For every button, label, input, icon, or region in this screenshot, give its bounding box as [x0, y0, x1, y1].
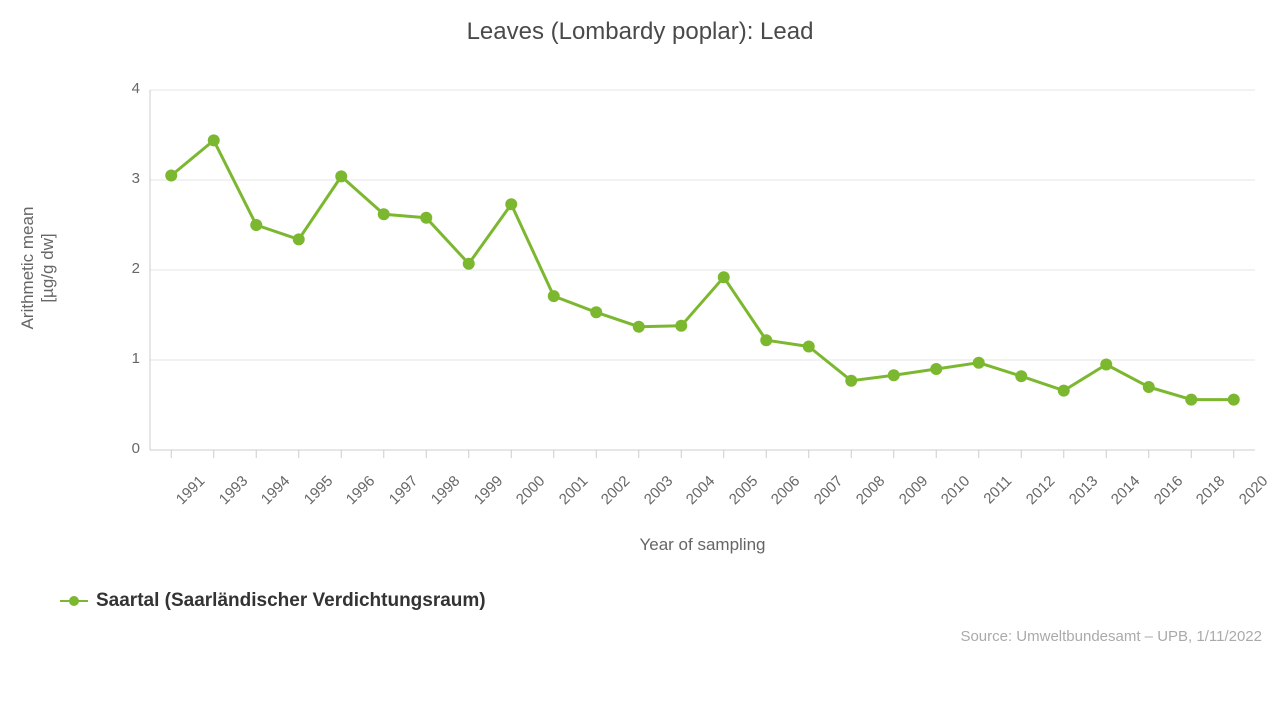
data-point[interactable]: [845, 375, 857, 387]
x-tick-label: 2009: [896, 472, 932, 508]
data-point[interactable]: [590, 306, 602, 318]
y-axis-label-line2: [µg/g dw]: [38, 233, 57, 302]
legend: Saartal (Saarländischer Verdichtungsraum…: [60, 590, 486, 612]
y-tick-label: 3: [100, 170, 140, 187]
data-point[interactable]: [760, 334, 772, 346]
data-point[interactable]: [803, 341, 815, 353]
y-tick-label: 4: [100, 80, 140, 97]
x-tick-label: 1994: [258, 472, 294, 508]
data-point[interactable]: [1228, 394, 1240, 406]
chart-container: Leaves (Lombardy poplar): Lead Arithmeti…: [0, 0, 1280, 720]
plot-svg: [150, 90, 1255, 450]
x-tick-label: 1993: [216, 472, 252, 508]
data-point[interactable]: [1185, 394, 1197, 406]
source-text: Source: Umweltbundesamt – UPB, 1/11/2022: [960, 628, 1262, 645]
x-tick-label: 2018: [1193, 472, 1229, 508]
data-point[interactable]: [973, 357, 985, 369]
y-tick-label: 1: [100, 350, 140, 367]
x-tick-label: 2012: [1023, 472, 1059, 508]
legend-label: Saartal (Saarländischer Verdichtungsraum…: [96, 590, 486, 612]
x-tick-label: 2020: [1236, 472, 1272, 508]
x-tick-label: 2003: [641, 472, 677, 508]
data-point[interactable]: [1058, 385, 1070, 397]
x-tick-label: 2000: [513, 472, 549, 508]
data-point[interactable]: [675, 320, 687, 332]
y-axis-label: Arithmetic mean [µg/g dw]: [18, 88, 58, 448]
data-point[interactable]: [1015, 370, 1027, 382]
x-tick-label: 2013: [1066, 472, 1102, 508]
data-point[interactable]: [548, 290, 560, 302]
x-tick-label: 2002: [598, 472, 634, 508]
data-point[interactable]: [930, 363, 942, 375]
x-tick-label: 2008: [853, 472, 889, 508]
data-point[interactable]: [505, 198, 517, 210]
x-tick-label: 1991: [173, 472, 209, 508]
y-axis-label-line1: Arithmetic mean: [18, 207, 37, 330]
plot-area: [150, 90, 1255, 450]
data-point[interactable]: [250, 219, 262, 231]
data-point[interactable]: [335, 170, 347, 182]
x-tick-label: 2004: [683, 472, 719, 508]
x-tick-label: 1999: [471, 472, 507, 508]
x-tick-label: 2010: [938, 472, 974, 508]
x-tick-label: 2016: [1151, 472, 1187, 508]
x-tick-label: 2014: [1108, 472, 1144, 508]
data-point[interactable]: [888, 369, 900, 381]
data-point[interactable]: [420, 212, 432, 224]
chart-title: Leaves (Lombardy poplar): Lead: [0, 18, 1280, 46]
data-point[interactable]: [378, 208, 390, 220]
legend-line-sample: [60, 600, 88, 602]
y-tick-label: 0: [100, 440, 140, 457]
x-tick-label: 2007: [811, 472, 847, 508]
data-point[interactable]: [633, 321, 645, 333]
x-tick-label: 2006: [768, 472, 804, 508]
x-tick-label: 2001: [556, 472, 592, 508]
x-tick-label: 1995: [301, 472, 337, 508]
x-tick-label: 2005: [726, 472, 762, 508]
data-point[interactable]: [463, 258, 475, 270]
x-axis-label: Year of sampling: [150, 535, 1255, 555]
x-tick-label: 1997: [386, 472, 422, 508]
data-point[interactable]: [208, 134, 220, 146]
data-point[interactable]: [1100, 359, 1112, 371]
data-point[interactable]: [293, 233, 305, 245]
data-point[interactable]: [718, 271, 730, 283]
x-tick-label: 1998: [428, 472, 464, 508]
x-tick-label: 2011: [980, 472, 1015, 507]
legend-marker-sample: [69, 596, 79, 606]
data-point[interactable]: [1143, 381, 1155, 393]
data-point[interactable]: [165, 170, 177, 182]
y-tick-label: 2: [100, 260, 140, 277]
x-tick-label: 1996: [343, 472, 379, 508]
